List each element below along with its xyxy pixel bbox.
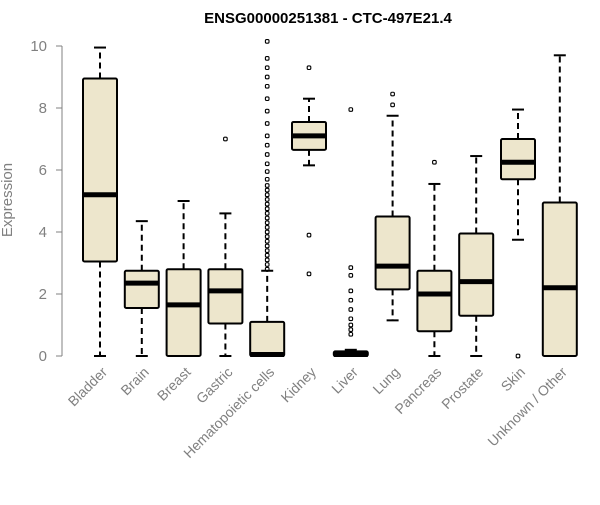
box-body bbox=[82, 77, 118, 263]
outlier-point bbox=[264, 56, 270, 61]
outlier-point bbox=[264, 38, 270, 44]
box-body bbox=[123, 269, 160, 309]
outlier-point bbox=[264, 176, 270, 182]
outlier-point bbox=[264, 152, 270, 157]
box-body bbox=[416, 269, 453, 333]
y-tick-label: 10 bbox=[30, 38, 47, 55]
outlier-point bbox=[264, 220, 270, 226]
outlier-point bbox=[390, 102, 395, 108]
outlier-point bbox=[264, 187, 270, 193]
outlier-point bbox=[306, 232, 312, 238]
box-prostate bbox=[458, 155, 495, 357]
y-tick-label: 4 bbox=[39, 224, 47, 241]
box-bladder bbox=[82, 46, 118, 357]
boxes-group bbox=[82, 38, 578, 359]
outlier-point bbox=[390, 91, 395, 97]
outlier-point bbox=[264, 169, 270, 174]
outlier-point bbox=[264, 65, 270, 71]
outlier-point bbox=[264, 74, 270, 80]
outlier-point bbox=[348, 322, 354, 328]
outlier-point bbox=[348, 273, 354, 278]
outlier-point bbox=[264, 211, 270, 216]
outlier-point bbox=[264, 108, 270, 114]
outlier-point bbox=[264, 83, 270, 89]
box-pancreas bbox=[416, 159, 453, 357]
outlier-point bbox=[264, 161, 270, 167]
x-tick-label: Liver bbox=[328, 364, 361, 397]
box-body bbox=[458, 232, 495, 317]
x-tick-label: Bladder bbox=[65, 364, 111, 410]
outlier-point bbox=[348, 307, 354, 312]
outlier-point bbox=[515, 353, 521, 359]
outlier-point bbox=[264, 229, 270, 235]
outlier-point bbox=[348, 331, 354, 337]
outlier-point bbox=[306, 271, 312, 277]
box-body bbox=[500, 138, 536, 181]
box-body bbox=[249, 320, 286, 357]
outlier-point bbox=[264, 206, 270, 212]
box-lung bbox=[374, 91, 411, 322]
outlier-point bbox=[264, 248, 270, 253]
outlier-point bbox=[348, 288, 354, 294]
y-tick-label: 0 bbox=[39, 348, 47, 365]
outlier-point bbox=[264, 96, 270, 102]
box-hematopoietic-cells bbox=[249, 38, 286, 357]
outlier-point bbox=[264, 215, 270, 221]
outlier-point bbox=[264, 183, 270, 188]
outlier-point bbox=[223, 136, 228, 142]
box-gastric bbox=[207, 136, 244, 357]
outlier-point bbox=[348, 327, 354, 333]
outlier-point bbox=[348, 265, 354, 271]
x-tick-label: Skin bbox=[498, 364, 529, 395]
outlier-point bbox=[264, 142, 270, 148]
outlier-point bbox=[264, 252, 270, 258]
y-axis-label: Expression bbox=[0, 163, 16, 237]
box-kidney bbox=[291, 65, 327, 277]
x-tick-label: Kidney bbox=[278, 364, 320, 406]
x-tick-label: Breast bbox=[154, 364, 194, 404]
outlier-point bbox=[348, 316, 354, 322]
x-tick-label: Brain bbox=[117, 364, 151, 398]
y-tick-label: 2 bbox=[39, 286, 47, 303]
y-tick-label: 8 bbox=[39, 100, 47, 117]
y-tick-label: 6 bbox=[39, 162, 47, 179]
outlier-point bbox=[264, 238, 270, 244]
box-body bbox=[541, 201, 578, 357]
y-axis: 0 2 4 6 8 10 bbox=[30, 38, 63, 365]
outlier-point bbox=[264, 225, 270, 230]
outlier-point bbox=[264, 133, 270, 139]
outlier-point bbox=[264, 262, 270, 267]
outlier-point bbox=[264, 192, 270, 198]
outlier-point bbox=[264, 201, 270, 207]
box-brain bbox=[123, 220, 160, 357]
x-tick-label: Prostate bbox=[438, 364, 486, 412]
x-tick-label: Lung bbox=[369, 364, 402, 397]
outlier-point bbox=[306, 65, 312, 71]
outlier-point bbox=[264, 257, 270, 263]
x-tick-label: Unknown / Other bbox=[484, 364, 570, 450]
outlier-point bbox=[432, 159, 437, 165]
box-breast bbox=[165, 200, 202, 358]
box-skin bbox=[500, 108, 536, 359]
box-unknown-other bbox=[541, 54, 578, 357]
outlier-point bbox=[264, 197, 270, 202]
outlier-point bbox=[264, 266, 270, 272]
outlier-point bbox=[264, 234, 270, 240]
outlier-point bbox=[264, 243, 270, 249]
box-liver bbox=[332, 107, 369, 358]
outlier-point bbox=[348, 107, 354, 112]
box-body bbox=[207, 268, 244, 325]
box-body bbox=[374, 215, 411, 291]
box-body bbox=[165, 268, 202, 358]
outlier-point bbox=[348, 297, 354, 303]
chart-title: ENSG00000251381 - CTC-497E21.4 bbox=[204, 10, 452, 27]
outlier-point bbox=[264, 121, 270, 126]
